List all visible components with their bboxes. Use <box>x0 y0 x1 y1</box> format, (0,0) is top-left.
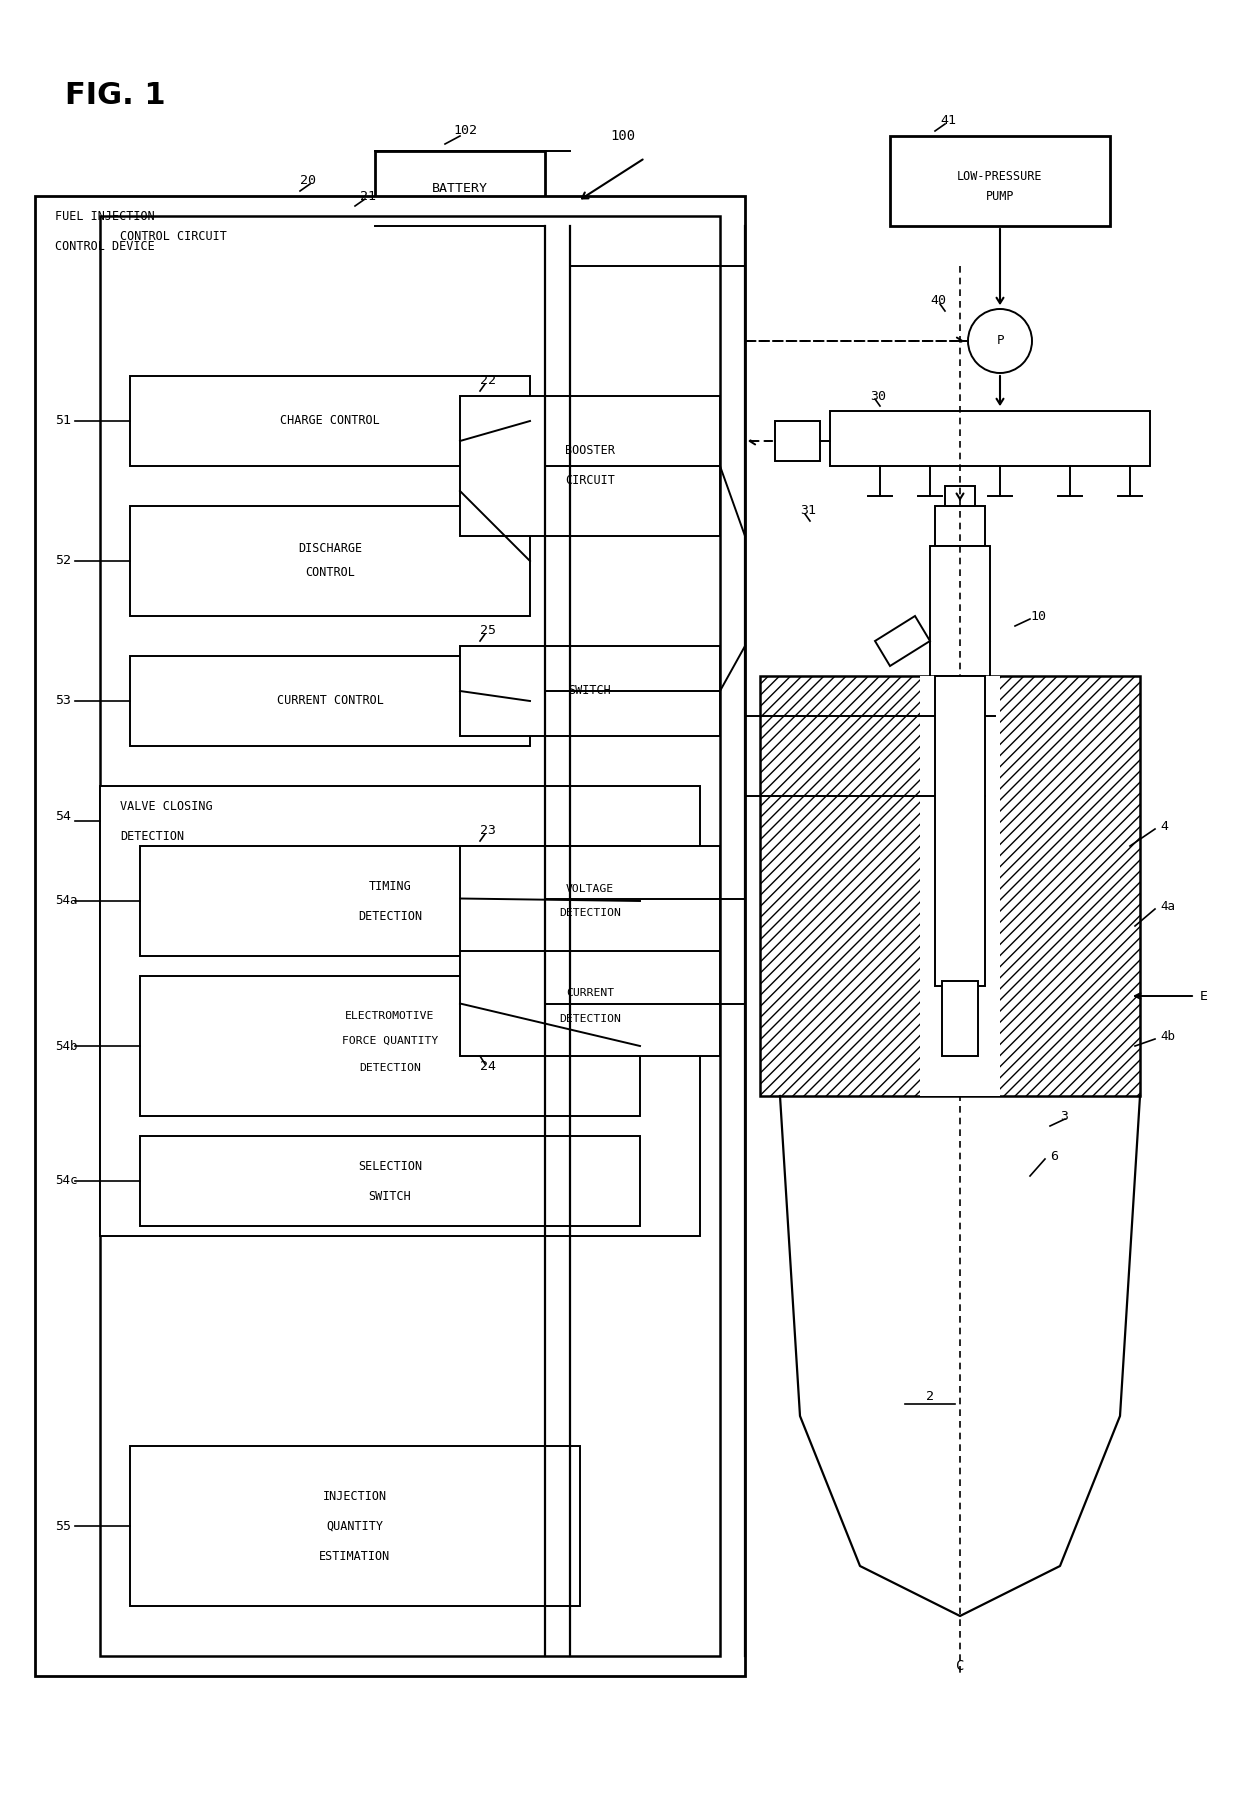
Text: 23: 23 <box>480 824 496 837</box>
Text: FIG. 1: FIG. 1 <box>64 82 166 111</box>
Text: 24: 24 <box>480 1059 496 1073</box>
Bar <box>140 975 640 1117</box>
Text: LOW-PRESSURE: LOW-PRESSURE <box>957 169 1043 182</box>
Text: C: C <box>956 1660 965 1673</box>
Text: ESTIMATION: ESTIMATION <box>320 1549 391 1562</box>
Text: DETECTION: DETECTION <box>358 910 422 923</box>
Text: QUANTITY: QUANTITY <box>326 1520 383 1533</box>
Text: 55: 55 <box>55 1520 71 1533</box>
Bar <box>140 846 640 955</box>
Bar <box>100 786 701 1237</box>
Text: SWITCH: SWITCH <box>368 1189 412 1202</box>
Bar <box>940 741 980 795</box>
Text: SELECTION: SELECTION <box>358 1159 422 1173</box>
Bar <box>890 136 1110 225</box>
Text: ELECTROMOTIVE: ELECTROMOTIVE <box>345 1012 435 1021</box>
Text: 52: 52 <box>55 554 71 567</box>
Bar <box>460 646 720 735</box>
Bar <box>830 410 1149 467</box>
Text: 10: 10 <box>1030 610 1047 623</box>
Text: 30: 30 <box>870 389 887 403</box>
Bar <box>460 396 720 536</box>
Text: 4b: 4b <box>1159 1030 1176 1042</box>
Text: BOOSTER: BOOSTER <box>565 445 615 458</box>
Bar <box>374 151 546 225</box>
Text: PUMP: PUMP <box>986 189 1014 203</box>
Text: VOLTAGE: VOLTAGE <box>565 884 614 893</box>
Bar <box>130 376 529 467</box>
Text: 41: 41 <box>940 114 956 127</box>
Bar <box>920 676 999 1097</box>
Text: 54a: 54a <box>55 895 77 908</box>
Bar <box>935 676 985 986</box>
Text: CONTROL DEVICE: CONTROL DEVICE <box>55 240 155 252</box>
Bar <box>100 216 720 1656</box>
Text: 25: 25 <box>480 625 496 637</box>
Bar <box>130 656 529 746</box>
Text: VALVE CLOSING: VALVE CLOSING <box>120 799 212 812</box>
Text: 40: 40 <box>930 294 946 307</box>
Text: INJECTION: INJECTION <box>322 1489 387 1502</box>
Text: CURRENT: CURRENT <box>565 988 614 999</box>
Bar <box>942 981 978 1055</box>
Text: CHARGE CONTROL: CHARGE CONTROL <box>280 414 379 427</box>
Bar <box>760 676 1140 1097</box>
Text: SWITCH: SWITCH <box>569 685 611 697</box>
Text: 53: 53 <box>55 694 71 708</box>
Text: DETECTION: DETECTION <box>559 908 621 919</box>
Text: DETECTION: DETECTION <box>360 1062 420 1073</box>
Text: CONTROL: CONTROL <box>305 567 355 579</box>
Bar <box>945 487 975 507</box>
Text: CURRENT CONTROL: CURRENT CONTROL <box>277 694 383 708</box>
Text: 2: 2 <box>926 1389 934 1402</box>
Bar <box>775 421 820 461</box>
Text: 6: 6 <box>1050 1150 1058 1162</box>
Text: P: P <box>996 334 1003 347</box>
Text: 54: 54 <box>55 810 71 823</box>
Bar <box>130 1446 580 1605</box>
Text: DETECTION: DETECTION <box>559 1013 621 1024</box>
Text: DETECTION: DETECTION <box>120 830 184 843</box>
Text: 31: 31 <box>800 505 816 518</box>
Bar <box>35 196 745 1676</box>
Text: 21: 21 <box>360 189 376 203</box>
Text: E: E <box>1200 990 1208 1002</box>
Text: 54c: 54c <box>55 1175 77 1188</box>
Bar <box>130 507 529 616</box>
Bar <box>930 547 990 746</box>
Text: CONTROL CIRCUIT: CONTROL CIRCUIT <box>120 229 227 243</box>
Text: CIRCUIT: CIRCUIT <box>565 474 615 487</box>
Text: 20: 20 <box>300 174 316 187</box>
Text: DISCHARGE: DISCHARGE <box>298 543 362 556</box>
Text: 22: 22 <box>480 374 496 387</box>
Text: 4a: 4a <box>1159 899 1176 912</box>
Text: TIMING: TIMING <box>368 879 412 892</box>
Text: FORCE QUANTITY: FORCE QUANTITY <box>342 1035 438 1046</box>
Bar <box>460 846 720 1055</box>
Text: 100: 100 <box>610 129 635 143</box>
Text: 3: 3 <box>1060 1110 1068 1122</box>
Bar <box>140 1137 640 1226</box>
Text: 51: 51 <box>55 414 71 427</box>
Bar <box>935 507 985 547</box>
Text: 102: 102 <box>453 125 477 138</box>
Text: FUEL INJECTION: FUEL INJECTION <box>55 209 155 223</box>
Text: 4: 4 <box>1159 819 1168 832</box>
Text: 54b: 54b <box>55 1039 77 1053</box>
Text: BATTERY: BATTERY <box>432 182 489 194</box>
